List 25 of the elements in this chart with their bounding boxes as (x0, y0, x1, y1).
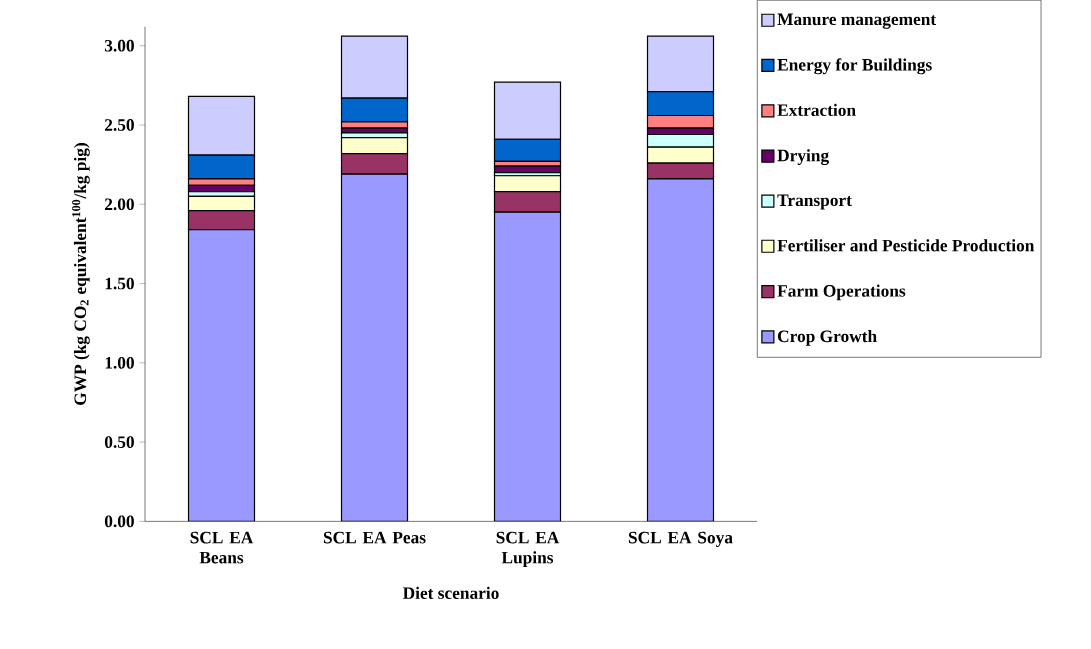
y-tick-label: 1.50 (105, 277, 134, 290)
x-tick-label: SCL EA Soya (628, 531, 733, 547)
legend-label: Manure management (777, 13, 937, 29)
y-tick-label: 2.50 (105, 118, 134, 131)
legend-label: Transport (777, 194, 852, 210)
y-tick-label: 3.00 (104, 39, 134, 52)
legend-label: Drying (777, 148, 829, 165)
y-tick-label: 0.50 (104, 436, 134, 448)
legend-label: Energy for Buildings (777, 58, 932, 75)
x-tick-label: SCL EA Lupins (496, 531, 560, 567)
legend-label: Fertiliser and Pesticide Production (777, 239, 1035, 252)
x-tick-label: SCL EA Peas (323, 531, 426, 544)
y-tick-label: 0.00 (104, 515, 134, 528)
y-tick-label: 1.00 (105, 356, 134, 369)
legend-label: Extraction (777, 103, 856, 116)
bar (493, 211, 562, 522)
y-tick-label: 2.00 (105, 198, 134, 210)
legend-label: Farm Operations (777, 284, 906, 301)
bar (340, 173, 409, 522)
bar (187, 228, 256, 522)
x-axis-title: Diet scenario (402, 586, 499, 599)
x-tick-label: SCL EA Beans (190, 531, 254, 564)
legend-label: Crop Growth (777, 329, 877, 346)
bar (646, 178, 715, 522)
y-axis-title: GWP (kg CO$_{2}$ equivalent$^{100}$/kg pig) (72, 142, 90, 405)
